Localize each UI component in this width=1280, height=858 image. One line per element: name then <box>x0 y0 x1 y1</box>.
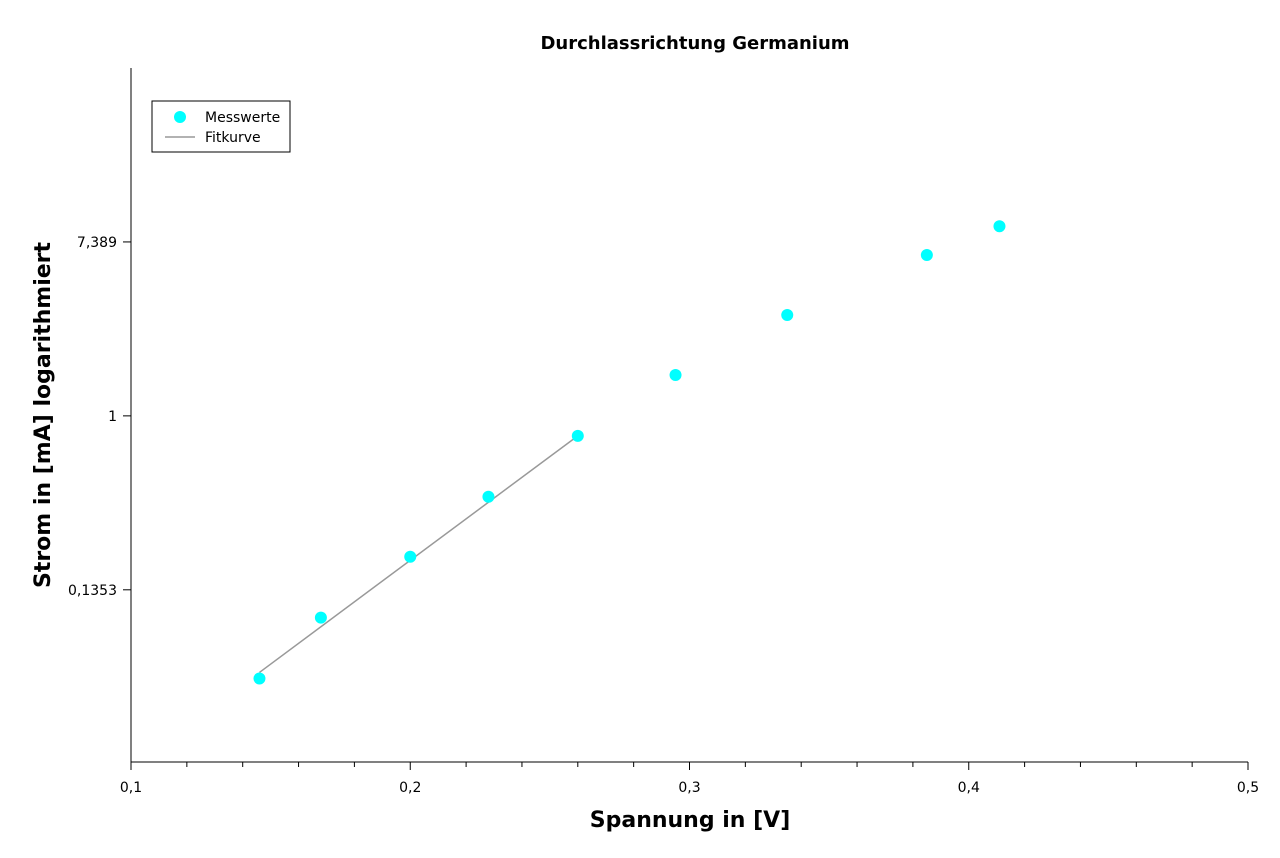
x-tick-label: 0,2 <box>399 780 421 796</box>
fit-curve-group <box>259 435 579 674</box>
data-point <box>781 308 794 321</box>
x-tick-label: 0,5 <box>1237 780 1259 796</box>
data-point <box>993 220 1006 233</box>
x-tick-label: 0,1 <box>120 780 142 796</box>
legend-label-messwerte: Messwerte <box>205 110 280 126</box>
x-tick-label: 0,4 <box>958 780 980 796</box>
x-ticks: 0,1 0,2 0,3 0,4 0,5 <box>120 762 1259 796</box>
y-axis-label: Strom in [mA] logarithmiert <box>31 241 56 588</box>
legend-label-fitkurve: Fitkurve <box>205 130 261 146</box>
legend-marker-messwerte <box>174 111 186 123</box>
axes <box>130 68 1248 763</box>
y-ticks: 7,389 1 0,1353 <box>68 235 131 599</box>
legend: Messwerte Fitkurve <box>151 100 291 153</box>
data-point <box>482 490 495 503</box>
data-point <box>571 429 584 442</box>
y-tick-label: 1 <box>108 409 117 425</box>
data-point <box>314 611 327 624</box>
data-point <box>253 672 266 685</box>
data-points-group <box>253 220 1006 685</box>
y-tick-label: 0,1353 <box>68 583 117 599</box>
chart-title: Durchlassrichtung Germanium <box>540 33 849 54</box>
legend-box <box>151 100 291 153</box>
data-point <box>920 248 933 261</box>
x-tick-label: 0,3 <box>678 780 700 796</box>
x-axis-label: Spannung in [V] <box>590 808 791 833</box>
data-point <box>669 368 682 381</box>
data-point <box>404 550 417 563</box>
fit-curve-line <box>259 435 579 674</box>
y-tick-label: 7,389 <box>77 235 117 251</box>
